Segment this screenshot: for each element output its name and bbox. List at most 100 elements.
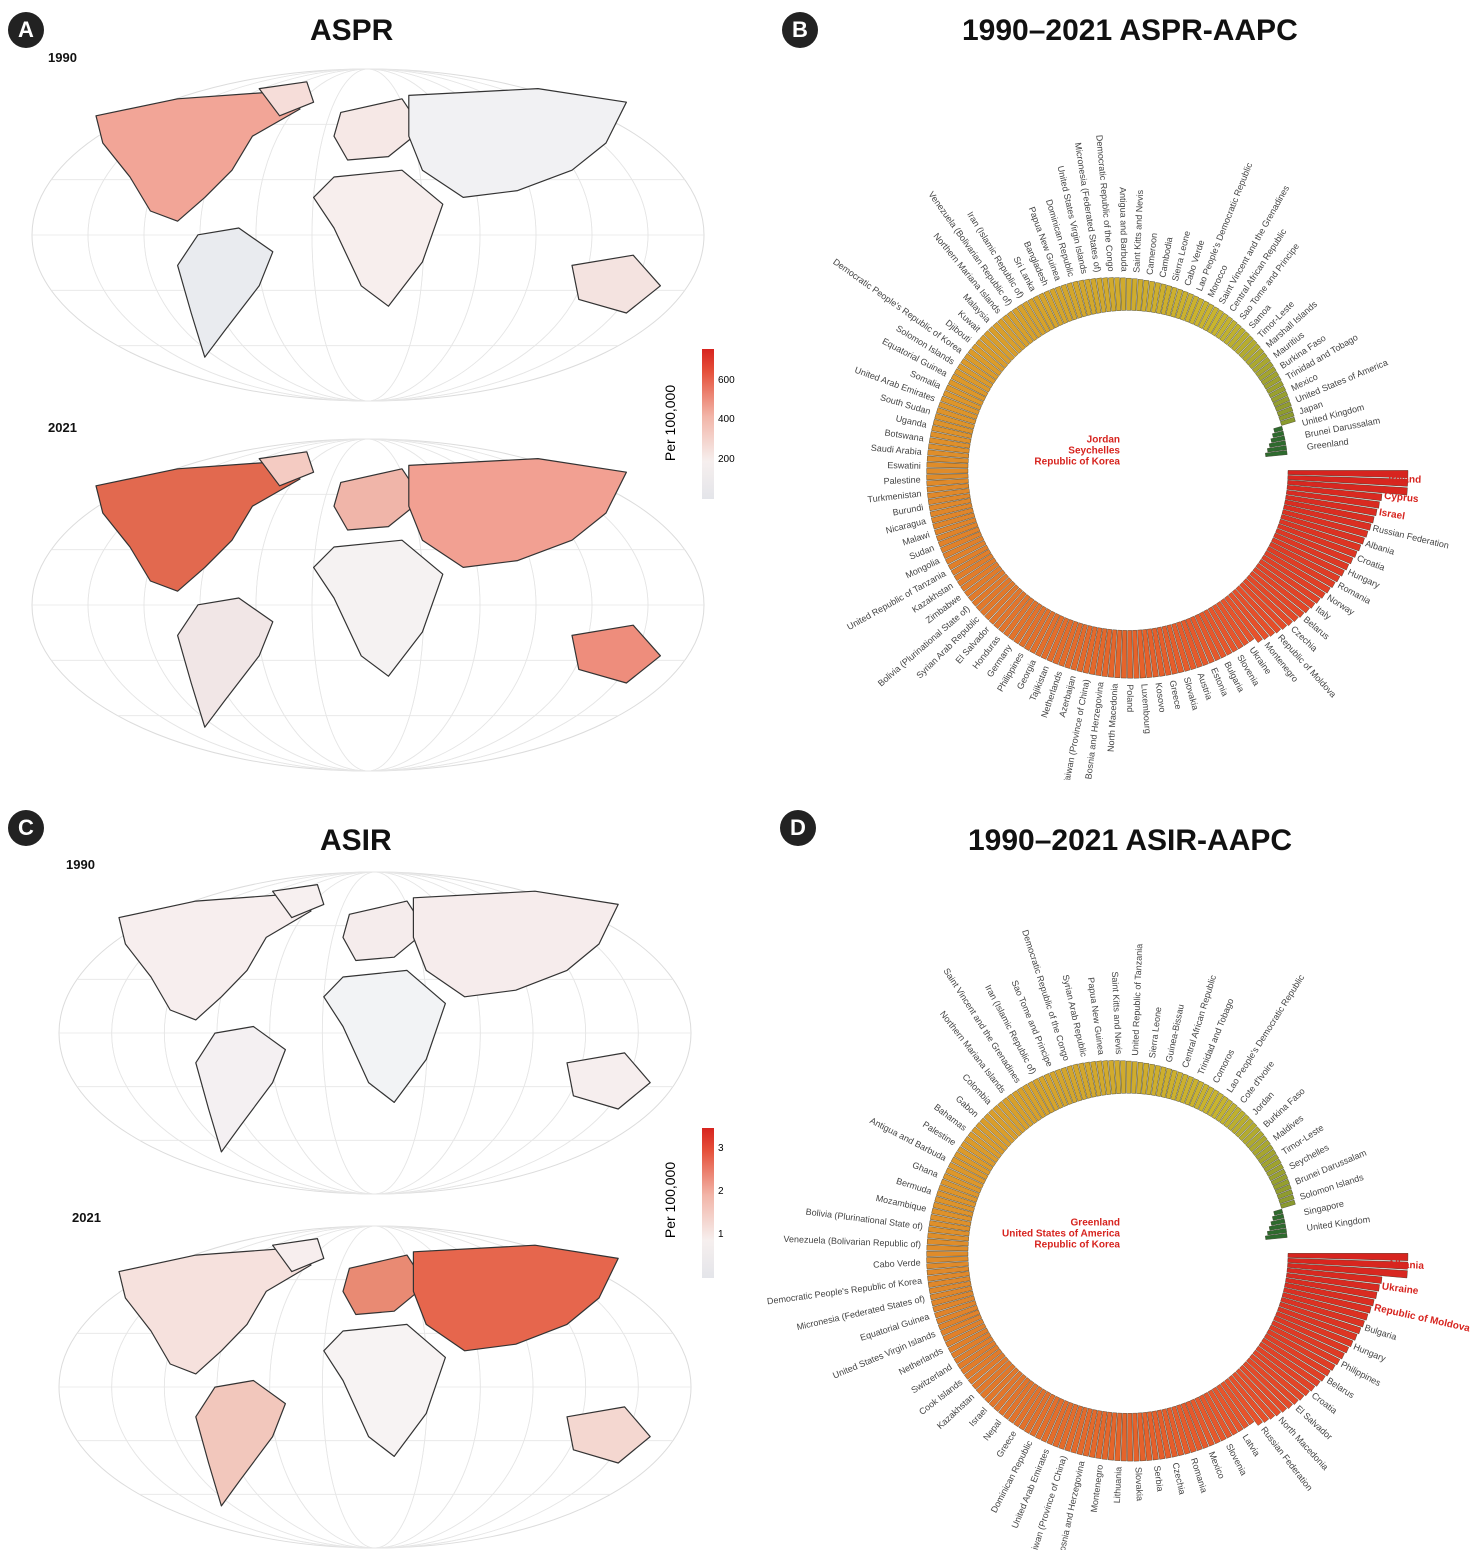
circular-bar <box>1257 366 1277 382</box>
circular-bar <box>942 535 985 559</box>
map-year-label: 1990 <box>66 857 95 872</box>
circular-bar <box>1011 307 1038 342</box>
circular-bar <box>979 1117 1012 1148</box>
circular-bar <box>1272 430 1285 438</box>
circular-bar <box>945 1323 987 1348</box>
circular-bar <box>964 1348 1003 1380</box>
circular-bar <box>1114 277 1122 312</box>
country-label: Bolivia (Plurinational State of) <box>805 1207 923 1232</box>
circular-bar <box>1281 509 1369 538</box>
panel-badge: A <box>8 12 44 48</box>
circular-bar <box>998 594 1031 633</box>
circular-bar <box>1227 1110 1246 1131</box>
country-label: Slovakia <box>1182 676 1201 711</box>
circular-bar <box>998 1377 1031 1416</box>
circular-bar <box>1234 335 1254 355</box>
circular-bar <box>1257 1149 1277 1165</box>
circular-bar <box>1272 1213 1285 1221</box>
circular-bar <box>1276 1189 1294 1200</box>
map-year-label: 1990 <box>48 50 77 65</box>
circular-bar <box>1242 343 1261 362</box>
legend-title: Per 100,000 <box>662 384 679 462</box>
circular-bar <box>1285 494 1378 517</box>
continent-europe <box>333 468 423 531</box>
circular-bar <box>1248 352 1268 370</box>
country-label: Montenegro <box>1089 1464 1105 1513</box>
circular-bar <box>926 1238 969 1247</box>
circular-bar <box>1238 1122 1258 1142</box>
country-label: Israel <box>1378 507 1406 522</box>
circular-bar <box>1165 286 1178 317</box>
country-label: Croatia <box>1356 553 1387 573</box>
circular-bar <box>1207 606 1238 653</box>
circular-bar <box>1198 611 1227 659</box>
panel-badge: C <box>8 810 44 846</box>
circular-bar <box>942 390 982 411</box>
world-map-2021 <box>58 1225 692 1549</box>
circular-bar <box>1224 1378 1263 1426</box>
circular-bar <box>1001 314 1030 348</box>
country-label-lowest: Seychelles <box>1068 445 1120 456</box>
legend-tick-label: 2 <box>718 1186 724 1198</box>
circular-bar <box>931 1207 973 1222</box>
circular-bar <box>1101 628 1113 677</box>
country-label: Cameroon <box>1145 232 1160 275</box>
circular-bar <box>932 419 974 434</box>
country-label: Ireland <box>1388 474 1421 486</box>
circular-bar <box>967 348 1002 376</box>
circular-bar <box>1203 1392 1233 1439</box>
circular-bar <box>1141 1062 1150 1095</box>
circular-bar <box>931 507 974 524</box>
circular-bar <box>926 478 969 487</box>
circular-bar <box>1260 371 1280 386</box>
circular-bar <box>1278 518 1362 552</box>
circular-bar <box>971 573 1009 607</box>
circular-bar <box>1224 595 1263 643</box>
circular-bar <box>1266 1329 1336 1371</box>
circular-bar <box>931 1290 974 1307</box>
circular-bar <box>1281 1292 1369 1321</box>
circular-bar <box>934 517 977 536</box>
circular-bar <box>935 1304 979 1325</box>
circular-bar <box>938 1184 978 1203</box>
circular-bar <box>1242 578 1293 627</box>
circular-bar <box>960 358 997 385</box>
world-map-2021 <box>31 438 705 772</box>
circular-bar <box>967 569 1006 602</box>
circular-bar <box>1252 1349 1310 1397</box>
panel-d: D 1990–2021 ASIR-AAPC Albania Ukraine Repu… <box>740 800 1475 1552</box>
circular-bar <box>953 1151 991 1176</box>
circular-bar <box>926 1266 970 1276</box>
country-label: Gabon <box>954 1094 981 1120</box>
legend-tick-label: 200 <box>718 453 735 465</box>
circular-bar <box>947 1327 989 1354</box>
circular-bar <box>1198 1086 1215 1112</box>
country-label: Venezuela (Bolivarian Republic of) <box>926 190 1014 308</box>
circular-bar <box>1270 1218 1286 1226</box>
country-label: Kosovo <box>1154 682 1168 713</box>
circular-bar <box>1263 1333 1331 1377</box>
circular-bar <box>1287 1258 1409 1270</box>
country-label: Romania <box>1189 1457 1209 1494</box>
circular-bar <box>1266 546 1336 588</box>
circular-bar <box>1060 284 1078 321</box>
circular-bar <box>1090 278 1102 314</box>
legend-gradient-bar <box>702 1128 714 1278</box>
country-label-lowest: United States of America <box>1002 1228 1120 1239</box>
circular-bar <box>1285 489 1380 509</box>
country-label: Palestine <box>883 475 920 487</box>
circular-bar <box>1202 306 1220 332</box>
country-label: Bermuda <box>895 1176 933 1196</box>
circular-bar <box>1274 401 1292 412</box>
circular-bar <box>934 413 975 430</box>
circular-bar <box>1049 1070 1069 1107</box>
country-label: Guinea-Bissau <box>1164 1003 1186 1063</box>
circular-bar <box>1155 283 1167 314</box>
circular-bar <box>1267 445 1287 453</box>
circular-bar <box>1175 290 1189 320</box>
panel-badge: B <box>782 12 818 48</box>
circular-bar <box>1193 300 1210 327</box>
circular-bar <box>1265 450 1288 457</box>
circular-bar <box>1273 1208 1284 1216</box>
